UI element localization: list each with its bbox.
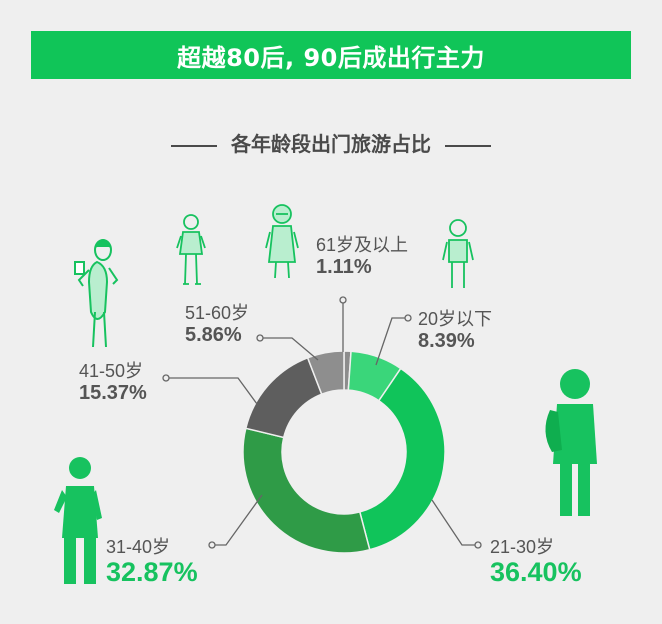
label-under-20: 20岁以下 8.39%	[418, 309, 493, 352]
label-31-40: 31-40岁 32.87%	[106, 537, 198, 587]
leader-lines	[162, 296, 482, 549]
leader-dot-4	[162, 374, 170, 382]
donut-slice-3	[242, 427, 371, 554]
label-21-30: 21-30岁 36.40%	[490, 537, 582, 587]
label-under-20-value: 8.39%	[418, 329, 475, 352]
donut-slice-4	[244, 356, 323, 439]
leader-dot-5	[256, 334, 264, 342]
donut-slice-5	[306, 350, 345, 396]
woman-figure-icon	[74, 239, 119, 348]
label-41-50: 41-50岁 15.37%	[79, 361, 147, 404]
subtitle-text: 各年龄段出门旅游占比	[231, 132, 431, 156]
label-21-30-value: 36.40%	[490, 556, 582, 587]
label-41-50-name: 41-50岁	[79, 361, 144, 381]
boy-figure-icon	[442, 219, 474, 288]
label-21-30-name: 21-30岁	[490, 537, 555, 557]
leader-dot-1	[404, 314, 412, 322]
old-woman-figure-icon	[265, 204, 299, 279]
leader-line-3	[212, 494, 263, 546]
leader-dot-2	[474, 541, 482, 549]
leader-line-4	[166, 377, 258, 405]
leader-line-5	[260, 337, 319, 361]
label-51-60-name: 51-60岁	[185, 303, 250, 323]
donut-slice-2	[358, 367, 446, 551]
label-41-50-value: 15.37%	[79, 381, 147, 404]
subtitle-left-dash	[171, 144, 217, 147]
banner-title: 超越80后, 90后成出行主力	[31, 31, 631, 79]
man-figure-icon	[54, 457, 102, 584]
donut-slices	[242, 350, 446, 554]
label-31-40-name: 31-40岁	[106, 537, 171, 557]
young-man-backpack-figure-icon	[545, 369, 597, 516]
leader-line-1	[375, 317, 408, 366]
label-31-40-value: 32.87%	[106, 556, 198, 587]
old-man-figure-icon	[176, 214, 206, 285]
label-61-plus-name: 61岁及以上	[316, 235, 409, 255]
label-under-20-name: 20岁以下	[418, 309, 493, 329]
label-61-plus: 61岁及以上 1.11%	[316, 235, 409, 278]
label-51-60-value: 5.86%	[185, 323, 242, 346]
leader-dot-3	[208, 541, 216, 549]
leader-line-2	[431, 499, 478, 546]
subtitle-right-dash	[445, 144, 491, 147]
chart-subtitle: 各年龄段出门旅游占比	[0, 128, 662, 157]
label-51-60: 51-60岁 5.86%	[185, 303, 250, 346]
leader-dot-0	[339, 296, 347, 304]
label-61-plus-value: 1.11%	[316, 255, 372, 278]
